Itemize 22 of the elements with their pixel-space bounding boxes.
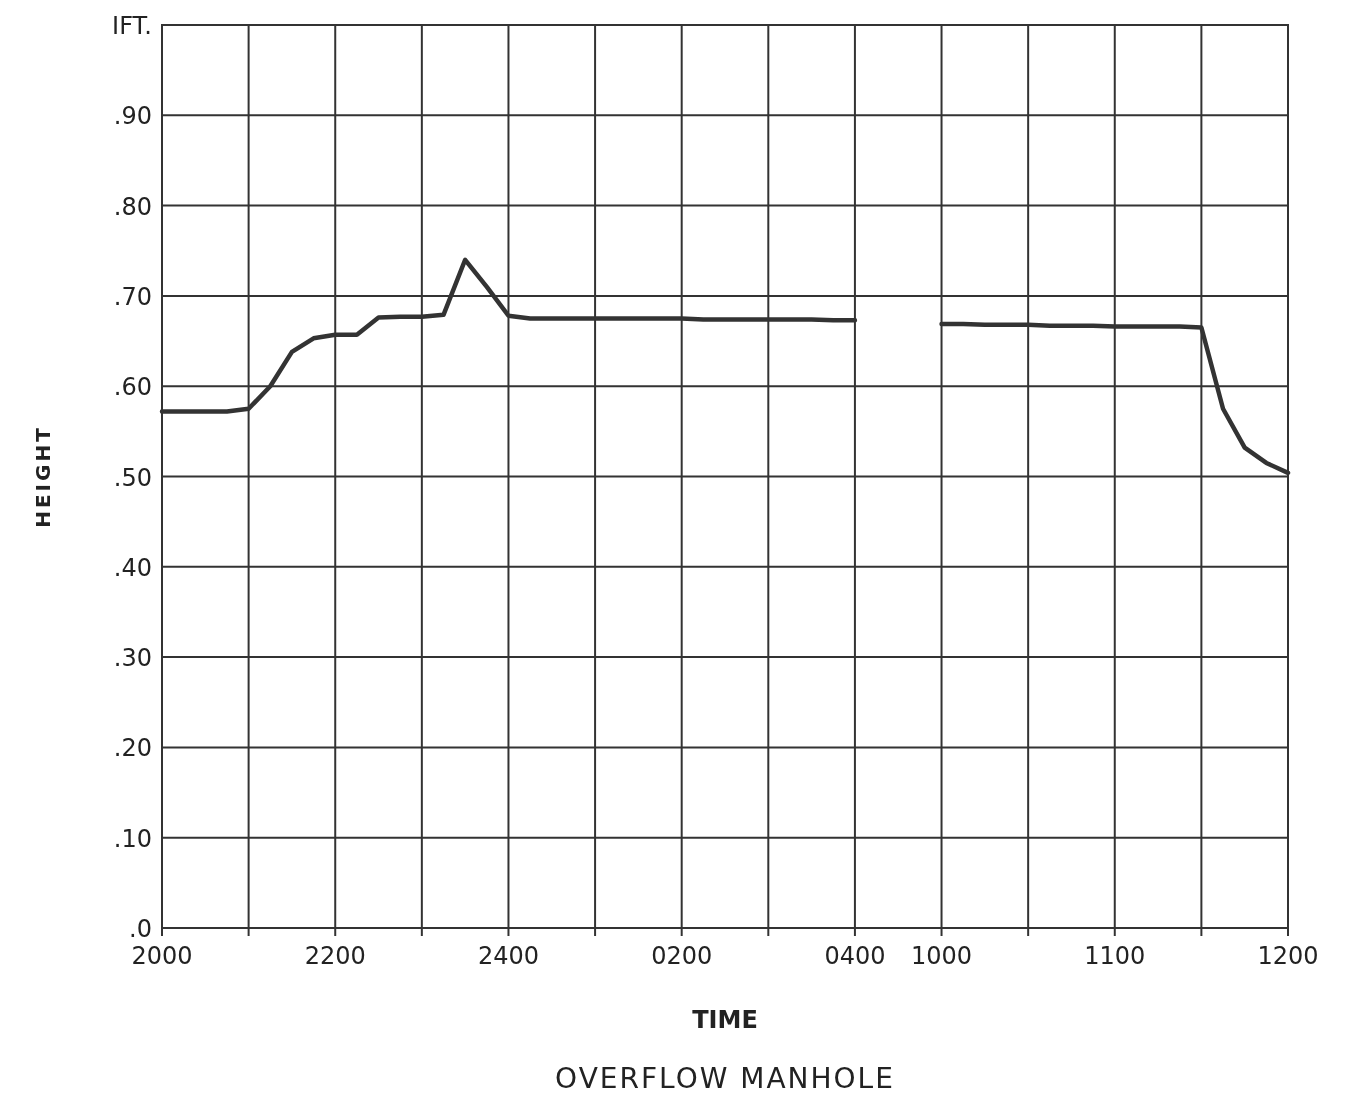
y-tick-label: .60: [113, 373, 152, 402]
x-tick-label: 0400: [824, 942, 886, 970]
x-tick-label: 2000: [131, 942, 193, 970]
y-tick-label: .50: [113, 463, 152, 492]
x-tick-label: 1200: [1257, 942, 1319, 970]
y-tick-label: .30: [113, 644, 152, 673]
text: OVERFLOW MANHOLE: [555, 1062, 895, 1095]
y-tick-label: .10: [113, 824, 152, 853]
y-tick-label: IFT.: [112, 12, 152, 40]
x-tick-label: 1100: [1084, 942, 1146, 970]
x-tick-label: 1000: [911, 942, 973, 970]
y-tick-label: .70: [113, 282, 152, 311]
y-tick-label: .0: [129, 915, 152, 943]
y-tick-label: .90: [113, 102, 152, 131]
x-tick-label: 2400: [477, 942, 539, 970]
y-tick-label: .20: [113, 734, 152, 763]
y-tick-label: .80: [113, 192, 152, 221]
x-tick-label: 2200: [304, 942, 366, 970]
y-axis-title: HEIGHT: [31, 425, 55, 528]
x-axis-title: TIME: [692, 1006, 758, 1034]
y-tick-label: .40: [113, 553, 152, 582]
x-tick-label: 0200: [651, 942, 713, 970]
